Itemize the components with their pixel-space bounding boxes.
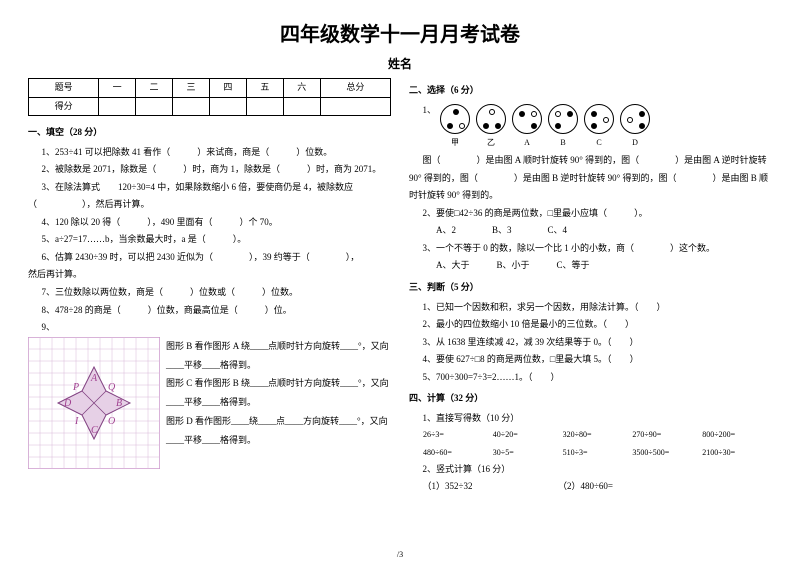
q2-2o: A、2 B、3 C、4: [409, 222, 772, 240]
th-3: 三: [173, 79, 210, 98]
svg-text:C: C: [91, 425, 98, 436]
svg-text:Q: Q: [108, 382, 116, 393]
q3-3: 3、从 1638 里连续减 42，减 39 次结果等于 0。（ ）: [409, 334, 772, 352]
c1: 26÷3=: [423, 427, 493, 443]
svg-text:O: O: [108, 416, 115, 427]
c2: 40÷20=: [493, 427, 563, 443]
circ-c: [584, 104, 614, 134]
q3-1: 1、已知一个因数和积，求另一个因数，用除法计算。（ ）: [409, 299, 772, 317]
lbl-jia: 甲: [440, 135, 470, 151]
q3-5: 5、700÷300=7÷3=2……1。（ ）: [409, 369, 772, 387]
svg-text:B: B: [116, 398, 122, 409]
c3: 320÷80=: [563, 427, 633, 443]
circ-b: [548, 104, 578, 134]
circ-yi: [476, 104, 506, 134]
lbl-d: D: [620, 135, 650, 151]
left-column: 题号 一 二 三 四 五 六 总分 得分 一、填空（28 分） 1、253÷41…: [28, 78, 391, 496]
c9: 3500÷500=: [632, 445, 702, 461]
calc-v: （1）352÷32 （2）480÷60=: [409, 478, 772, 496]
svg-text:D: D: [63, 398, 72, 409]
q1-3: 3、在除法算式 120÷30=4 中，如果除数缩小 6 倍，要使商仍是 4，被除…: [28, 179, 391, 214]
th-0: 题号: [29, 79, 99, 98]
q2-3o: A、大于 B、小于 C、等于: [409, 257, 772, 275]
lbl-c: C: [584, 135, 614, 151]
q2-1b: 图（ ）是由图 A 顺时针旋转 90° 得到的，图（ ）是由图 A 逆时针旋转 …: [409, 152, 772, 205]
q1-2: 2、被除数是 2071，除数是（ ）时，商为 1，除数是（ ）时，商为 2071…: [28, 161, 391, 179]
calc-row1: 26÷3= 40÷20= 320÷80= 270÷90= 800÷200= 48…: [423, 427, 772, 460]
q1-9: 9、: [28, 319, 391, 337]
score-table: 题号 一 二 三 四 五 六 总分 得分: [28, 78, 391, 116]
exam-title: 四年级数学十一月月考试卷: [28, 18, 772, 47]
q1-7: 7、三位数除以两位数，商是（ ）位数或（ ）位数。: [28, 284, 391, 302]
lbl-yi: 乙: [476, 135, 506, 151]
q2-1-num: 1、: [409, 102, 436, 120]
circle-options: 甲 乙 A B C D: [440, 104, 650, 151]
c4: 270÷90=: [632, 427, 702, 443]
q1-8: 8、478÷28 的商是（ ）位数，商最高位是（ ）位。: [28, 302, 391, 320]
q1-6b: 然后再计算。: [28, 266, 391, 284]
c8: 510÷3=: [563, 445, 633, 461]
svg-text:P: P: [72, 382, 79, 393]
shape-d-text: 图形 D 看作图形____绕____点____方向旋转____°，又向____平…: [166, 412, 391, 450]
th-5: 五: [246, 79, 283, 98]
section-4: 四、计算（32 分）: [409, 390, 772, 408]
right-column: 二、选择（6 分） 1、 甲 乙 A B C D 图（ ）是由图 A 顺时针旋转…: [409, 78, 772, 496]
section-2: 二、选择（6 分）: [409, 82, 772, 100]
q2-3: 3、一个不等于 0 的数，除以一个比 1 小的小数，商（ ）这个数。: [409, 240, 772, 258]
th-1: 一: [99, 79, 136, 98]
q2-2: 2、要使□42÷36 的商是两位数，□里最小应填（ ）。: [409, 205, 772, 223]
q3-4: 4、要使 627÷□8 的商是两位数，□里最大填 5。（ ）: [409, 351, 772, 369]
page-number: /3: [397, 550, 403, 559]
section-1: 一、填空（28 分）: [28, 124, 391, 142]
circ-d: [620, 104, 650, 134]
lbl-a: A: [512, 135, 542, 151]
circ-jia: [440, 104, 470, 134]
c6: 480÷60=: [423, 445, 493, 461]
q1-6a: 6、估算 2430÷39 时，可以把 2430 近似为（ ），39 约等于（ ）…: [28, 249, 391, 267]
svg-text:I: I: [74, 416, 79, 427]
circ-a: [512, 104, 542, 134]
th-4: 四: [209, 79, 246, 98]
shape-b-text: 图形 B 看作图形 A 绕____点顺时针方向旋转____°，又向____平移_…: [166, 337, 391, 375]
q3-2: 2、最小的四位数缩小 10 倍是最小的三位数。（ ）: [409, 316, 772, 334]
th-2: 二: [136, 79, 173, 98]
q1-4: 4、120 除以 20 得（ ），490 里面有（ ）个 70。: [28, 214, 391, 232]
th-7: 总分: [320, 79, 390, 98]
c5: 800÷200=: [702, 427, 772, 443]
name-label: 姓名: [28, 55, 772, 72]
q1-5: 5、a÷27=17……b，当余数最大时，a 是（ ）。: [28, 231, 391, 249]
shape-c-text: 图形 C 看作图形 B 绕____点顺时针方向旋转____°，又向____平移_…: [166, 374, 391, 412]
rotation-grid: A B C DP Q I O: [28, 337, 160, 469]
section-3: 三、判断（5 分）: [409, 279, 772, 297]
th-6: 六: [283, 79, 320, 98]
q1-1: 1、253÷41 可以把除数 41 看作（ ）来试商，商是（ ）位数。: [28, 144, 391, 162]
calc-h1: 1、直接写得数（10 分）: [409, 410, 772, 428]
row-label: 得分: [29, 97, 99, 116]
calc-h2: 2、竖式计算（16 分）: [409, 461, 772, 479]
lbl-b: B: [548, 135, 578, 151]
svg-text:A: A: [90, 373, 98, 384]
c7: 30÷5=: [493, 445, 563, 461]
c10: 2100÷30=: [702, 445, 772, 461]
